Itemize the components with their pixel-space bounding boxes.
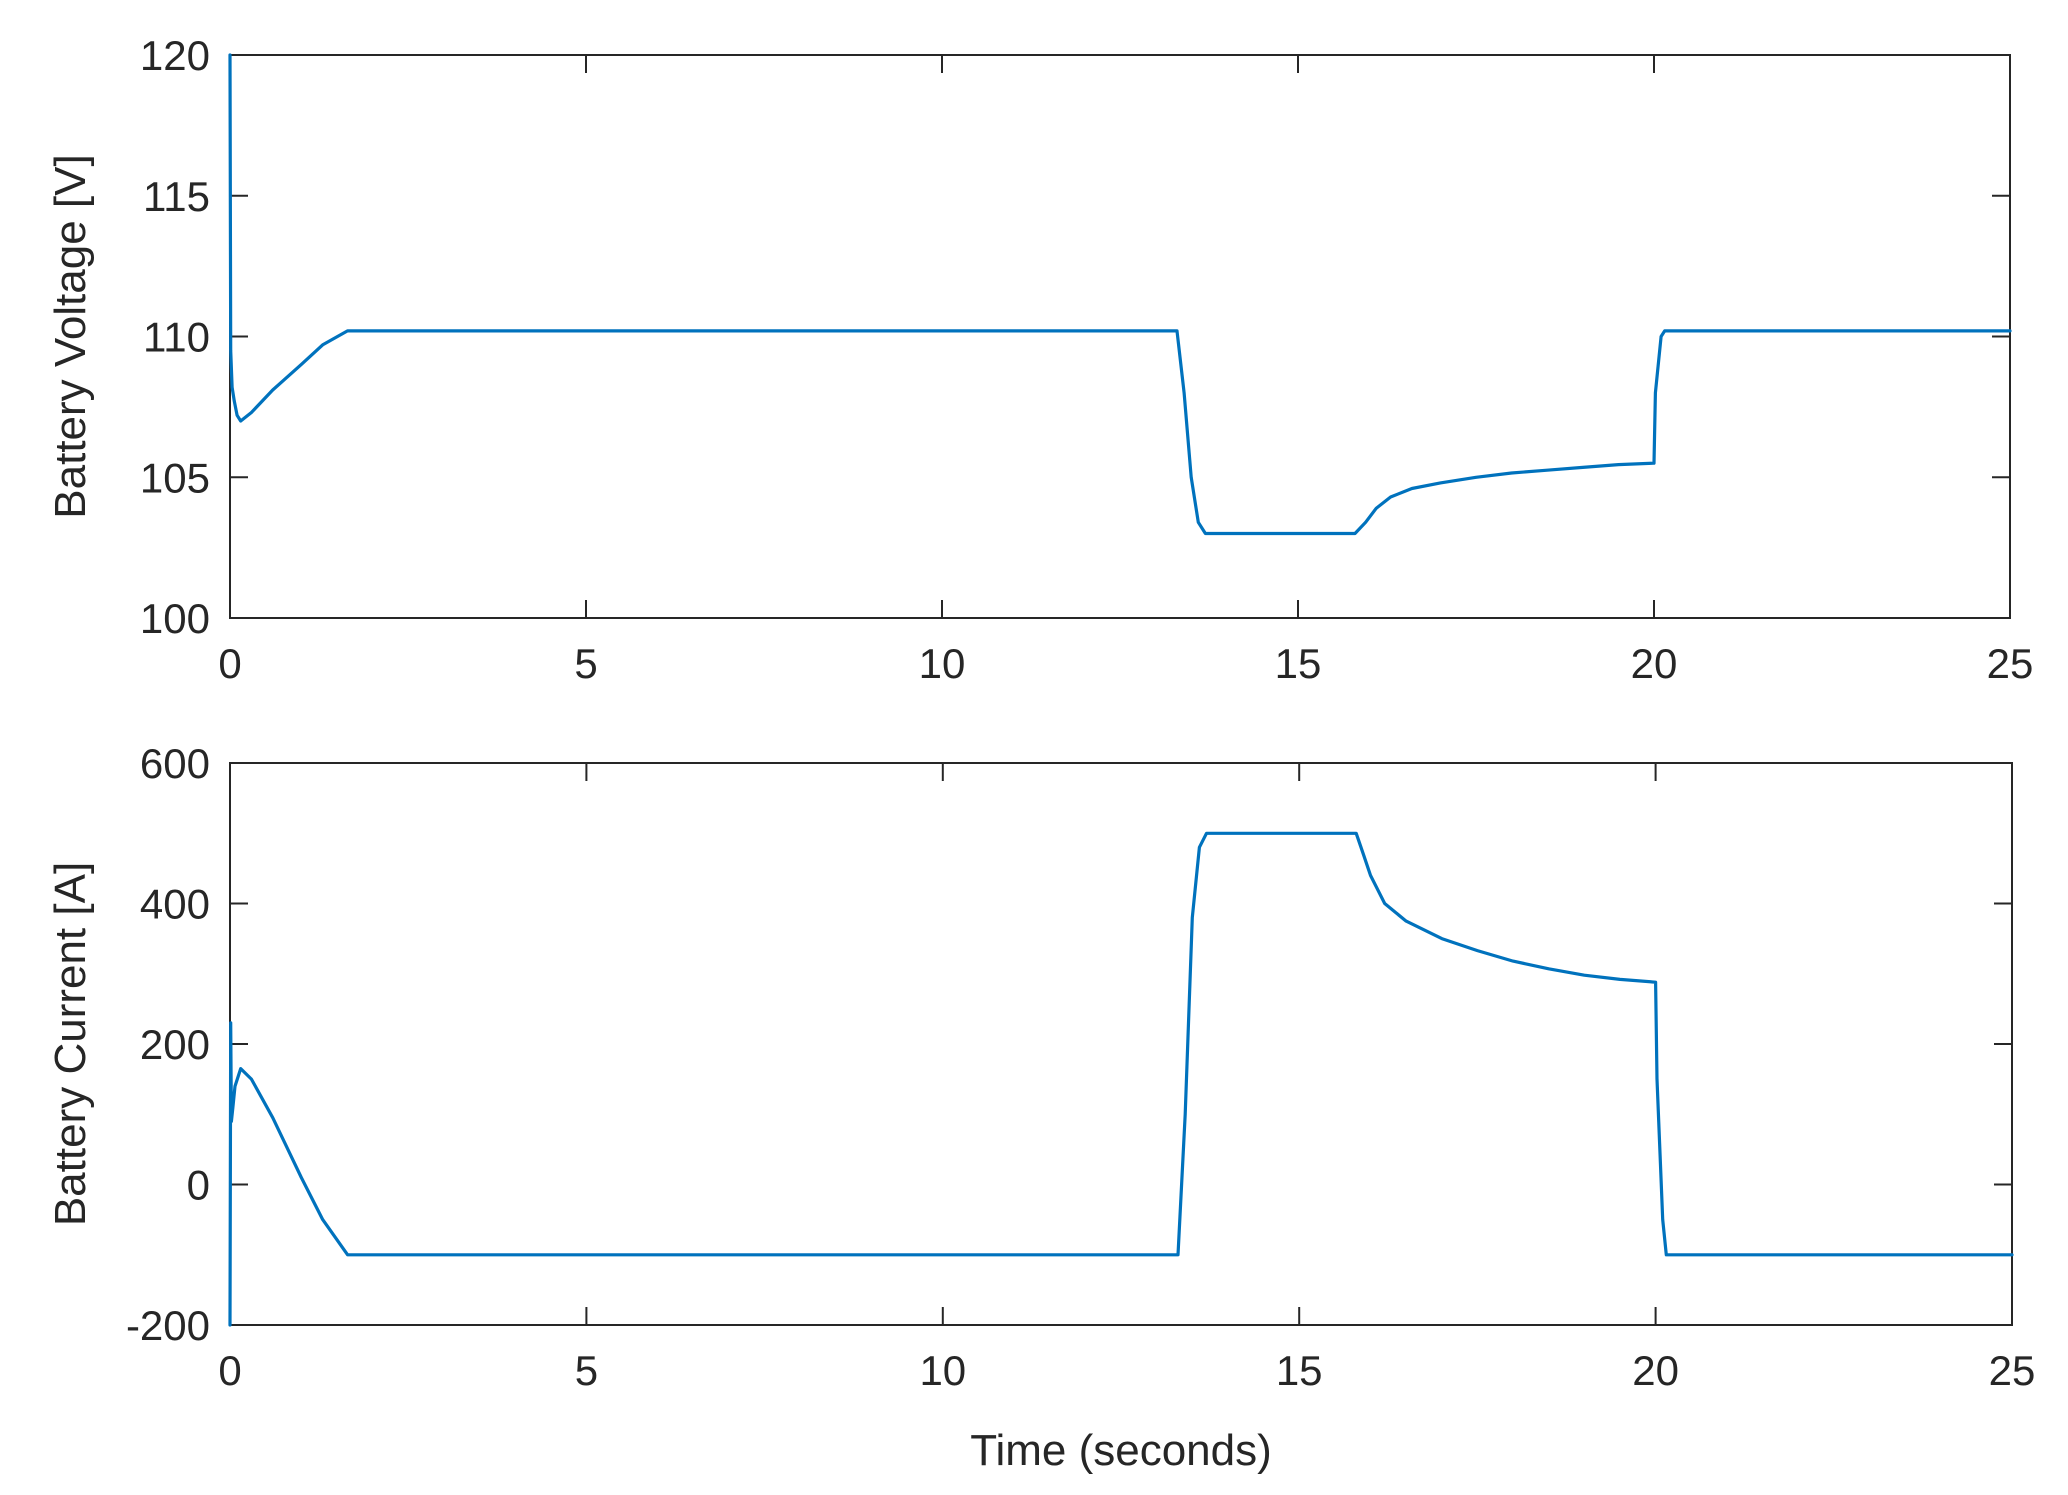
x-tick-label: 0 <box>218 1347 241 1394</box>
x-tick-label: 20 <box>1632 1347 1679 1394</box>
voltage-series-line <box>228 53 2012 536</box>
y-tick-label: 400 <box>140 881 210 928</box>
x-tick-label: 5 <box>575 1347 598 1394</box>
y-axis-label: Battery Voltage [V] <box>46 154 95 518</box>
x-tick-label: 0 <box>218 640 241 687</box>
y-tick-label: 100 <box>140 595 210 642</box>
y-tick-label: 200 <box>140 1021 210 1068</box>
y-tick-label: 600 <box>140 740 210 787</box>
plot-frame <box>229 762 2013 1326</box>
plot-frame <box>229 54 2011 619</box>
y-tick-label: 0 <box>187 1162 210 1209</box>
x-tick-label: 15 <box>1275 640 1322 687</box>
current-series-line <box>228 831 2014 1327</box>
y-tick-label: 115 <box>143 173 210 220</box>
x-tick-label: 15 <box>1276 1347 1323 1394</box>
voltage-plot: 0 5 10 15 20 25 100 105 110 115 120 Battery Voltage… <box>46 32 2033 687</box>
y-tick-label: 105 <box>140 454 210 501</box>
x-tick-label: 25 <box>1987 640 2034 687</box>
x-axis-label: Time (seconds) <box>970 1426 1272 1475</box>
x-tick-label: 25 <box>1989 1347 2036 1394</box>
y-tick-label: 110 <box>143 314 210 361</box>
x-tick-label: 10 <box>919 1347 966 1394</box>
y-tick-label: 120 <box>140 32 210 79</box>
x-tick-label: 20 <box>1631 640 1678 687</box>
y-axis-label: Battery Current [A] <box>46 862 95 1226</box>
x-tick-label: 10 <box>919 640 966 687</box>
x-tick-label: 5 <box>574 640 597 687</box>
y-tick-label: -200 <box>126 1302 210 1349</box>
